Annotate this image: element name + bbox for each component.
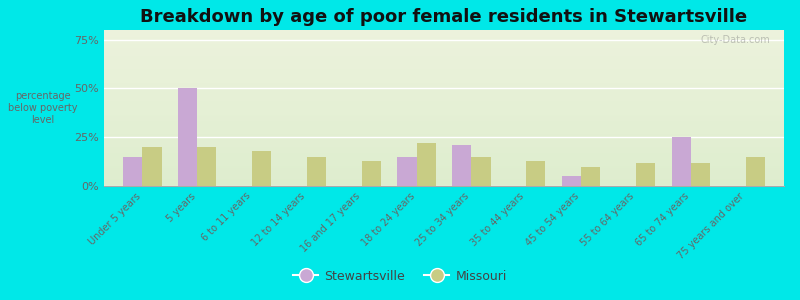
Bar — [417, 143, 436, 186]
Bar — [526, 161, 546, 186]
Bar — [690, 163, 710, 186]
Bar — [671, 137, 690, 186]
Bar — [471, 157, 490, 186]
Bar — [142, 147, 162, 186]
Bar — [562, 176, 581, 186]
Bar — [636, 163, 655, 186]
Bar — [398, 157, 417, 186]
Text: percentage
below poverty
level: percentage below poverty level — [8, 92, 78, 124]
Bar — [123, 157, 142, 186]
Bar — [198, 147, 217, 186]
Bar — [452, 145, 471, 186]
Bar — [307, 157, 326, 186]
Legend: Stewartsville, Missouri: Stewartsville, Missouri — [288, 265, 512, 288]
Bar — [178, 88, 198, 186]
Title: Breakdown by age of poor female residents in Stewartsville: Breakdown by age of poor female resident… — [141, 8, 747, 26]
Bar — [362, 161, 381, 186]
Bar — [581, 167, 600, 186]
Text: City-Data.com: City-Data.com — [701, 35, 770, 45]
Bar — [252, 151, 271, 186]
Bar — [746, 157, 765, 186]
